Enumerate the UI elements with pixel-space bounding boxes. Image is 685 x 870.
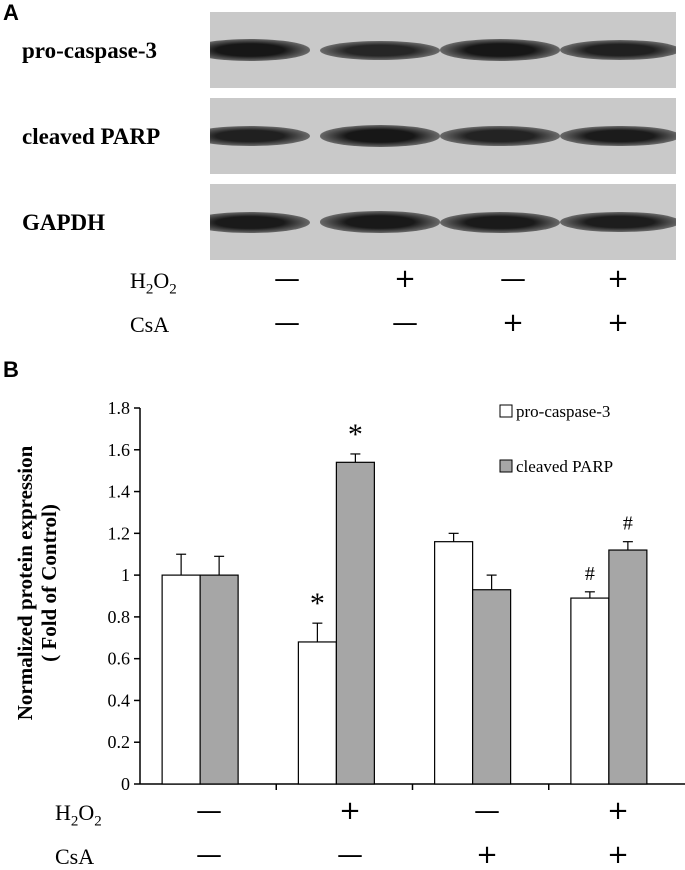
bars-group: * * # # bbox=[162, 418, 647, 784]
treatment-symbol: — bbox=[467, 796, 507, 826]
treatment-symbol: + bbox=[598, 308, 638, 338]
treatment-symbol: + bbox=[467, 840, 507, 870]
legend-swatch bbox=[500, 405, 512, 417]
significance-mark: * bbox=[348, 418, 363, 451]
treatment-symbol: + bbox=[598, 264, 638, 294]
blot-band bbox=[320, 211, 440, 232]
treatment-symbol: + bbox=[493, 308, 533, 338]
blot-label: GAPDH bbox=[22, 210, 105, 236]
blot-band bbox=[320, 41, 440, 60]
y-tick-label: 1 bbox=[121, 565, 130, 585]
y-tick-label: 0.8 bbox=[108, 607, 131, 627]
blot-band bbox=[320, 125, 440, 147]
blot-band bbox=[210, 126, 310, 146]
blot-band bbox=[560, 212, 676, 233]
y-axis-label-line2: ( Fold of Control) bbox=[37, 504, 61, 662]
blot-band bbox=[440, 212, 560, 233]
bar-pro-caspase-3 bbox=[435, 542, 473, 784]
y-tick-label: 1.4 bbox=[108, 482, 131, 502]
y-tick-label: 0 bbox=[121, 774, 130, 794]
treatment-label: H2O2 bbox=[55, 800, 102, 830]
treatment-symbol: — bbox=[493, 264, 533, 294]
y-axis: 0 0.2 0.4 0.6 0.8 1 1.2 1.4 1.6 1.8 bbox=[108, 398, 685, 794]
bar-cleaved-parp bbox=[200, 575, 238, 784]
treatment-label: CsA bbox=[130, 312, 169, 338]
y-tick-label: 1.8 bbox=[108, 398, 131, 418]
treatment-symbol: — bbox=[267, 264, 307, 294]
bar-pro-caspase-3 bbox=[298, 642, 336, 784]
legend-label: pro-caspase-3 bbox=[516, 402, 610, 421]
treatment-label: CsA bbox=[55, 844, 94, 870]
legend-swatch bbox=[500, 460, 512, 472]
y-tick-label: 1.2 bbox=[108, 523, 131, 543]
blot-label: cleaved PARP bbox=[22, 124, 160, 150]
treatment-label: H2O2 bbox=[130, 268, 177, 298]
panel-a-letter: A bbox=[3, 0, 19, 26]
treatment-symbol: — bbox=[330, 840, 370, 870]
bar-cleaved-parp bbox=[609, 550, 647, 784]
significance-mark: * bbox=[310, 587, 325, 620]
blot-image bbox=[210, 98, 676, 174]
treatment-symbol: + bbox=[598, 796, 638, 826]
bar-pro-caspase-3 bbox=[162, 575, 200, 784]
significance-mark: # bbox=[623, 513, 633, 535]
panel-b-letter: B bbox=[3, 357, 19, 383]
bar-cleaved-parp bbox=[473, 590, 511, 784]
blot-band bbox=[440, 39, 560, 61]
bar-cleaved-parp bbox=[336, 462, 374, 784]
treatment-symbol: + bbox=[598, 840, 638, 870]
blot-band bbox=[560, 40, 676, 60]
treatment-symbol: — bbox=[189, 840, 229, 870]
blot-label: pro-caspase-3 bbox=[22, 38, 157, 64]
treatment-symbol: + bbox=[385, 264, 425, 294]
y-axis-label-line1: Normalized protein expression bbox=[13, 445, 37, 720]
blot-band bbox=[210, 212, 310, 233]
bar-pro-caspase-3 bbox=[571, 598, 609, 784]
treatment-symbol: — bbox=[189, 796, 229, 826]
y-tick-label: 0.6 bbox=[108, 649, 131, 669]
y-tick-label: 1.6 bbox=[108, 440, 131, 460]
blot-image bbox=[210, 184, 676, 260]
treatment-symbol: + bbox=[330, 796, 370, 826]
legend-label: cleaved PARP bbox=[516, 457, 613, 476]
blot-image bbox=[210, 12, 676, 88]
treatment-symbol: — bbox=[385, 308, 425, 338]
blot-band bbox=[210, 39, 310, 61]
treatment-symbol: — bbox=[267, 308, 307, 338]
significance-mark: # bbox=[585, 563, 595, 585]
y-tick-label: 0.2 bbox=[108, 732, 131, 752]
legend: pro-caspase-3 cleaved PARP bbox=[500, 402, 613, 476]
blot-band bbox=[440, 126, 560, 146]
blot-band bbox=[560, 126, 676, 147]
y-tick-label: 0.4 bbox=[108, 690, 131, 710]
